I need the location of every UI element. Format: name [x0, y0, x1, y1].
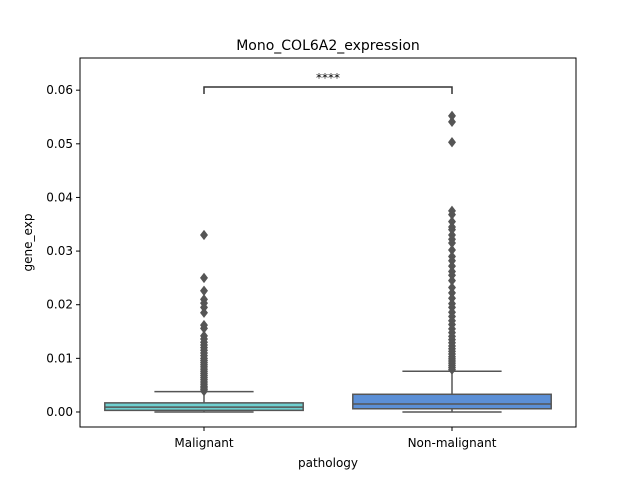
plot-frame — [79, 57, 577, 428]
iqr-box — [352, 393, 552, 410]
significance-label: **** — [316, 71, 340, 85]
outlier-point — [448, 116, 456, 127]
y-tick-label: 0.03 — [46, 244, 73, 258]
y-tick-label: 0.02 — [46, 298, 73, 312]
x-axis: Malignant Non-malignant — [174, 427, 497, 450]
outlier-point — [200, 307, 208, 318]
outlier-point — [200, 229, 208, 241]
outlier-point — [200, 285, 208, 296]
outlier-point — [448, 137, 456, 148]
x-axis-label: pathology — [298, 456, 358, 470]
box-malignant — [104, 229, 304, 413]
chart-title: Mono_COL6A2_expression — [236, 38, 420, 54]
outlier-point — [200, 272, 208, 284]
plot-area: **** — [104, 71, 552, 413]
y-tick-label: 0.06 — [46, 83, 73, 97]
x-tick-label: Malignant — [174, 436, 234, 450]
y-axis: 0.00 0.01 0.02 0.03 0.04 0.05 0.06 — [46, 83, 80, 419]
y-tick-label: 0.05 — [46, 137, 73, 151]
significance-bracket — [203, 86, 453, 94]
y-tick-label: 0.01 — [46, 351, 73, 365]
significance-annotation: **** — [203, 71, 453, 94]
box-non-malignant — [352, 110, 552, 413]
y-tick-label: 0.00 — [46, 405, 73, 419]
y-tick-label: 0.04 — [46, 190, 73, 204]
x-tick-label: Non-malignant — [408, 436, 497, 450]
y-axis-label: gene_exp — [21, 214, 35, 272]
